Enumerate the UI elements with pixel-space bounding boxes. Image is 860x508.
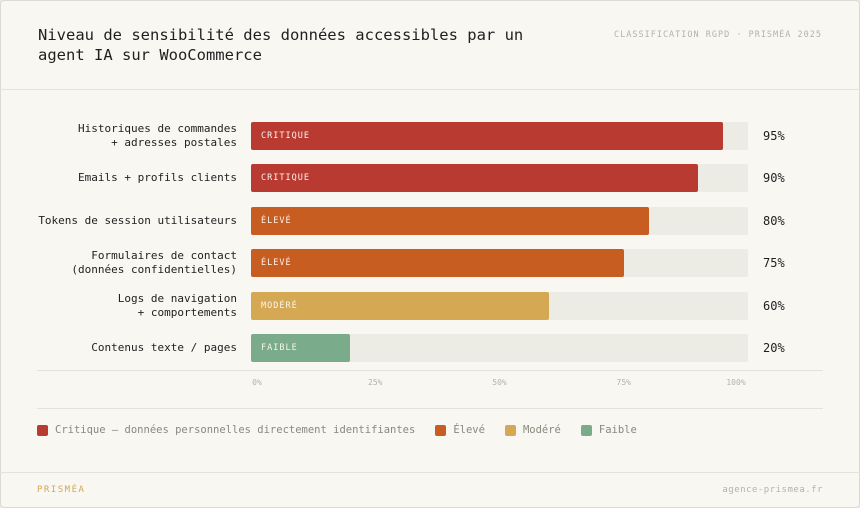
legend-swatch-modere: [504, 424, 516, 436]
bar-row: Contenus texte / pages FAIBLE 20%: [0, 334, 860, 362]
legend-item-critique: Critique — données personnelles directem…: [37, 424, 415, 436]
x-tick-label: 50%: [492, 378, 507, 387]
x-tick-label: 0%: [252, 378, 262, 387]
category-label: Historiques de commandes + adresses post…: [78, 122, 237, 149]
legend-swatch-faible: [580, 424, 592, 436]
x-tick-label: 75%: [616, 378, 631, 387]
level-badge: ÉLEVÉ: [261, 215, 292, 226]
value-label: 80%: [763, 213, 785, 228]
bar: CRITIQUE: [251, 122, 724, 150]
category-label: Formulaires de contact (données confiden…: [71, 249, 237, 277]
level-badge: CRITIQUE: [261, 131, 310, 141]
category-label: Contenus texte / pages: [91, 341, 237, 354]
bar: ÉLEVÉ: [251, 249, 624, 278]
bar-row: Emails + profils clients CRITIQUE 90%: [0, 164, 860, 193]
level-badge: CRITIQUE: [261, 173, 310, 184]
legend-label-modere: Modéré: [522, 424, 561, 436]
bar-row: Historiques de commandes + adresses post…: [0, 122, 860, 150]
bar: ÉLEVÉ: [251, 206, 649, 235]
bar-track: CRITIQUE: [251, 122, 748, 150]
level-badge: MODÉRÉ: [261, 300, 298, 311]
level-badge: ÉLEVÉ: [261, 258, 292, 269]
category-label: Tokens de session utilisateurs: [38, 213, 237, 227]
legend-swatch-critique: [37, 424, 48, 436]
value-label: 60%: [763, 298, 785, 313]
level-badge: FAIBLE: [261, 343, 298, 353]
footer-divider: [0, 472, 860, 473]
legend-item-eleve: Élevé: [435, 424, 485, 436]
bar-track: CRITIQUE: [251, 164, 748, 193]
legend-item-faible: Faible: [580, 424, 637, 436]
category-label: Emails + profils clients: [78, 171, 237, 185]
value-label: 75%: [763, 256, 785, 271]
legend: Critique — données personnelles directem…: [37, 424, 657, 436]
x-tick-label: 100%: [726, 378, 746, 387]
x-axis-line: [37, 370, 823, 371]
bar-track: MODÉRÉ: [251, 291, 748, 320]
x-tick-label: 25%: [368, 378, 383, 387]
header-divider: [0, 89, 860, 90]
value-label: 90%: [763, 171, 785, 186]
footer-site-link[interactable]: agence-prismea.fr: [722, 485, 823, 495]
legend-divider: [37, 408, 823, 409]
bar: MODÉRÉ: [251, 291, 550, 320]
chart-subtitle: CLASSIFICATION RGPD · PRISMÉA 2025: [614, 30, 822, 40]
bar-row: Formulaires de contact (données confiden…: [0, 249, 860, 278]
chart-title: Niveau de sensibilité des données access…: [38, 26, 524, 64]
footer-brand: PRISMÉA: [37, 485, 86, 495]
legend-label-faible: Faible: [598, 424, 637, 436]
bar-track: FAIBLE: [251, 334, 748, 362]
legend-swatch-eleve: [435, 424, 447, 436]
bar-row: Logs de navigation + comportements MODÉRÉ…: [0, 291, 860, 320]
header: Niveau de sensibilité des données access…: [38, 25, 822, 75]
value-label: 95%: [763, 129, 785, 143]
bar-track: ÉLEVÉ: [251, 249, 748, 278]
category-label: Logs de navigation + comportements: [117, 291, 237, 319]
bar: FAIBLE: [251, 334, 351, 362]
legend-label-critique: Critique — données personnelles directem…: [55, 424, 416, 436]
legend-item-modere: Modéré: [504, 424, 561, 436]
value-label: 20%: [763, 341, 785, 355]
legend-label-eleve: Élevé: [453, 424, 485, 436]
bar: CRITIQUE: [251, 164, 699, 193]
bar-track: ÉLEVÉ: [251, 206, 748, 235]
bar-row: Tokens de session utilisateurs ÉLEVÉ 80%: [0, 206, 860, 235]
